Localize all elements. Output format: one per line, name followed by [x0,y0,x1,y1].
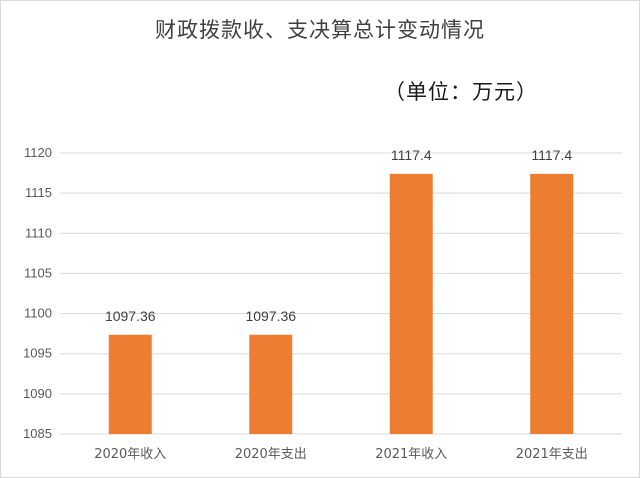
chart-title: 财政拨款收、支决算总计变动情况 [155,18,485,42]
y-tick-label: 1110 [25,225,52,240]
gridlines [60,152,622,435]
bar [389,173,433,435]
bar-value-label: 1097.36 [245,308,296,324]
y-tick-label: 1090 [23,386,52,401]
bar-value-label: 1117.4 [391,147,432,163]
bar [249,334,293,434]
x-category-label: 2021年收入 [375,447,447,462]
y-tick-label: 1095 [23,346,52,361]
y-tick-label: 1100 [24,306,52,321]
x-category-label: 2020年收入 [94,447,166,462]
bar [530,173,574,435]
y-tick-label: 1120 [24,145,52,160]
x-category-label: 2020年支出 [235,447,307,462]
bar-value-label: 1097.36 [105,308,156,324]
bars [108,173,574,435]
x-category-label: 2021年支出 [516,447,588,462]
bar [108,334,152,434]
bar-value-label: 1117.4 [531,147,572,163]
chart-unit-label: （单位：万元） [384,80,538,104]
x-axis-categories: 2020年收入 2020年支出 2021年收入 2021年支出 [94,447,588,462]
y-tick-label: 1085 [23,426,52,441]
y-tick-label: 1105 [24,265,52,280]
y-axis-ticks: 1085 1090 1095 1100 1105 1110 1115 1120 [23,145,52,441]
y-tick-label: 1115 [25,185,52,200]
data-labels: 1097.36 1097.36 1117.4 1117.4 [105,147,572,324]
